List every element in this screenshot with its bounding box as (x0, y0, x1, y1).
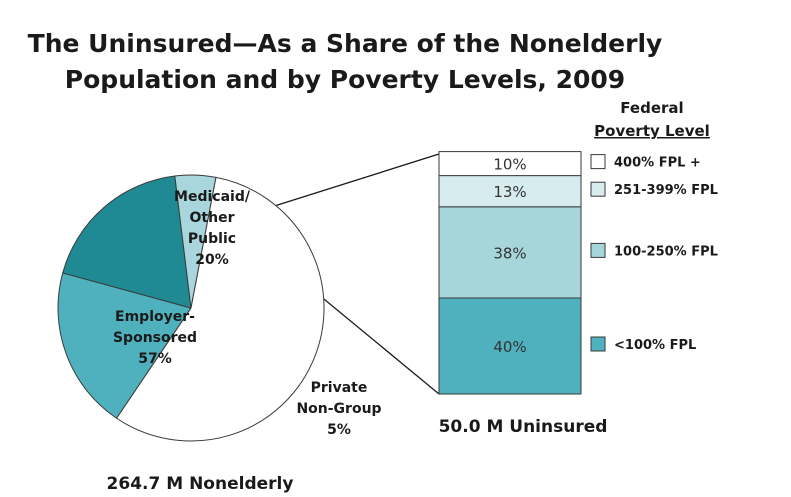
legend-label-100-fpl: <100% FPL (614, 338, 696, 353)
legend-label-400-fpl: 400% FPL + (614, 156, 701, 171)
pie-category-label-employer-sponsored: Sponsored (113, 330, 197, 346)
chart-title: The Uninsured—As a Share of the Nonelder… (0, 26, 690, 98)
legend-title-line-2: Poverty Level (594, 122, 710, 140)
legend-label-251-399-fpl: 251-399% FPL (614, 183, 718, 198)
bar-value-label-400-fpl: 10% (493, 156, 526, 174)
legend-title-line-1: Federal (620, 99, 683, 117)
bar-segment-100-fpl (438, 297, 582, 395)
chart-title-line-2: Population and by Poverty Levels, 2009 (64, 65, 626, 94)
pie-caption: 264.7 M Nonelderly (107, 474, 294, 494)
pie-value-label-medicaid-other-public: 20% (195, 252, 229, 268)
pie-category-label-medicaid-other-public: Medicaid/ (174, 189, 251, 205)
pie-category-label-medicaid-other-public: Other (190, 210, 235, 226)
pie-category-label-private-non-group: Non-Group (296, 401, 381, 417)
pie-chart (57, 174, 325, 442)
legend-swatch-100-fpl (590, 336, 606, 352)
bar-value-label-100-250-fpl: 38% (493, 244, 526, 262)
bar-segment-251-399-fpl (438, 175, 582, 208)
bar-value-label-100-fpl: 40% (493, 338, 526, 356)
legend-swatch-100-250-fpl (590, 242, 606, 258)
pie-category-label-medicaid-other-public: Public (188, 231, 236, 247)
legend-swatch-251-399-fpl (590, 181, 606, 197)
pie-category-label-uninsured: Uninsured (232, 276, 313, 292)
pie-value-label-uninsured: 19% (255, 297, 289, 313)
stacked-bar-chart: 40% 38% 13% 10% (438, 151, 582, 395)
pie-value-label-private-non-group: 5% (327, 422, 351, 438)
legend-label-100-250-fpl: 100-250% FPL (614, 244, 718, 259)
pie-slice-uninsured (62, 175, 192, 309)
pie-labels: Medicaid/Other Public 20%Uninsured 19% Priva… (113, 189, 382, 438)
legend: <100% FPL 100-250% FPL 251-399% FPL 400% FP… (590, 154, 718, 353)
pie-category-label-employer-sponsored: Employer- (115, 309, 195, 325)
legend-swatch-400-fpl (590, 154, 606, 170)
bar-caption: 50.0 M Uninsured (439, 417, 608, 437)
chart-title-line-1: The Uninsured—As a Share of the Nonelder… (27, 29, 663, 58)
bar-value-label-251-399-fpl: 13% (493, 183, 526, 201)
bar-segment-100-250-fpl (438, 206, 582, 299)
pie-slice-employer-sponsored (115, 176, 325, 442)
pie-value-label-employer-sponsored: 57% (138, 351, 172, 367)
pie-slice-medicaid-other-public (57, 272, 192, 419)
bar-segment-400-fpl (438, 151, 582, 177)
pie-category-label-private-non-group: Private (311, 380, 368, 396)
